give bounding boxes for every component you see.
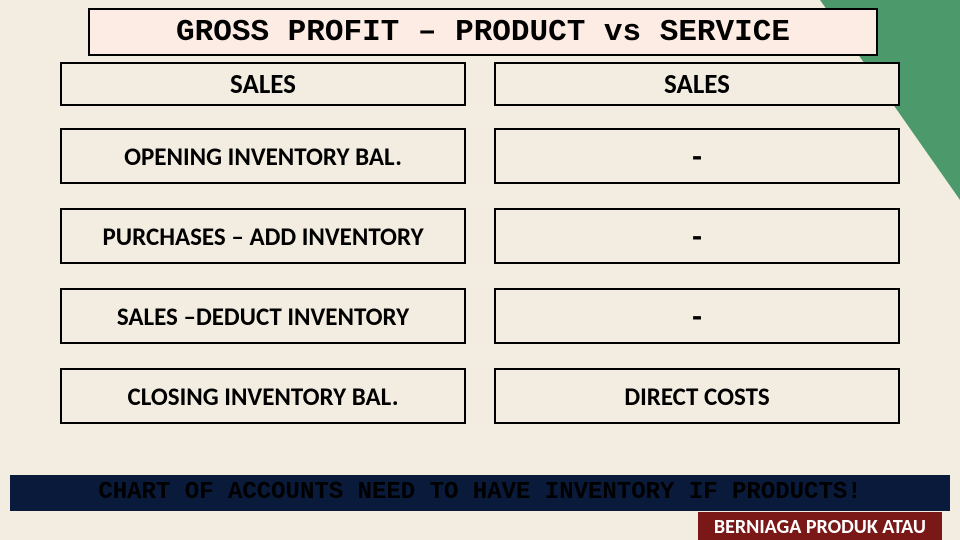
cell-label: - <box>692 217 702 256</box>
cell-product: PURCHASES – ADD INVENTORY <box>60 208 466 264</box>
cell-label: PURCHASES – ADD INVENTORY <box>102 221 423 252</box>
header-label: SALES <box>664 68 730 101</box>
comparison-table: SALES SALES OPENING INVENTORY BAL. - PUR… <box>60 62 900 424</box>
banner-text: CHART OF ACCOUNTS NEED TO HAVE INVENTORY… <box>98 479 861 506</box>
cell-label: OPENING INVENTORY BAL. <box>124 141 402 172</box>
header-label: SALES <box>230 68 296 101</box>
cell-label: CLOSING INVENTORY BAL. <box>128 381 399 412</box>
cell-product: CLOSING INVENTORY BAL. <box>60 368 466 424</box>
slide-title: GROSS PROFIT – PRODUCT vs SERVICE <box>176 15 790 50</box>
cell-label: - <box>692 297 702 336</box>
table-row: OPENING INVENTORY BAL. - <box>60 128 900 184</box>
cell-product: OPENING INVENTORY BAL. <box>60 128 466 184</box>
cell-label: - <box>692 137 702 176</box>
cell-service: - <box>494 128 900 184</box>
header-cell-product: SALES <box>60 62 466 106</box>
cell-service: - <box>494 208 900 264</box>
banner-text-row: CHART OF ACCOUNTS NEED TO HAVE INVENTORY… <box>16 476 944 508</box>
cell-service: DIRECT COSTS <box>494 368 900 424</box>
table-row: PURCHASES – ADD INVENTORY - <box>60 208 900 264</box>
header-cell-service: SALES <box>494 62 900 106</box>
table-header-row: SALES SALES <box>60 62 900 106</box>
cell-label: SALES –DEDUCT INVENTORY <box>117 301 409 332</box>
cell-service: - <box>494 288 900 344</box>
subtitle-text: BERNIAGA PRODUK ATAU <box>714 515 926 539</box>
slide-title-box: GROSS PROFIT – PRODUCT vs SERVICE <box>88 8 878 56</box>
table-row: CLOSING INVENTORY BAL. DIRECT COSTS <box>60 368 900 424</box>
cell-label: DIRECT COSTS <box>624 381 769 412</box>
table-row: SALES –DEDUCT INVENTORY - <box>60 288 900 344</box>
cell-product: SALES –DEDUCT INVENTORY <box>60 288 466 344</box>
subtitle-tag: BERNIAGA PRODUK ATAU <box>698 512 942 540</box>
